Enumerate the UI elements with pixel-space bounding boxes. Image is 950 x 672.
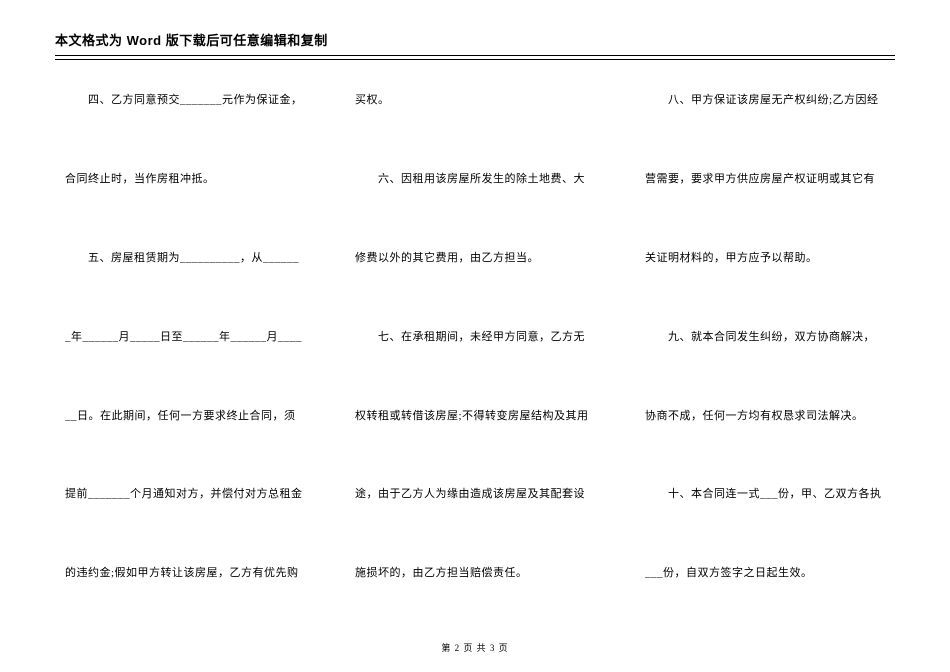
page-header: 本文格式为 Word 版下载后可任意编辑和复制 bbox=[55, 30, 895, 56]
text-line: 修费以外的其它费用，由乙方担当。 bbox=[355, 248, 595, 269]
text-line: 施损坏的，由乙方担当赔偿责任。 bbox=[355, 563, 595, 584]
header-underline bbox=[55, 59, 895, 60]
page-number: 第 2 页 共 3 页 bbox=[441, 643, 508, 653]
text-line: 五、房屋租赁期为__________，从______ bbox=[65, 248, 305, 269]
header-title: 本文格式为 Word 版下载后可任意编辑和复制 bbox=[55, 33, 328, 48]
text-line: __日。在此期间，任何一方要求终止合同，须 bbox=[65, 406, 305, 427]
text-line: 合同终止时，当作房租冲抵。 bbox=[65, 169, 305, 190]
text-line: 营需要，要求甲方供应房屋产权证明或其它有 bbox=[645, 169, 885, 190]
text-line: 四、乙方同意预交_______元作为保证金， bbox=[65, 90, 305, 111]
text-line: 协商不成，任何一方均有权恳求司法解决。 bbox=[645, 406, 885, 427]
text-line: 六、因租用该房屋所发生的除土地费、大 bbox=[355, 169, 595, 190]
text-line: 七、在承租期间，未经甲方同意，乙方无 bbox=[355, 327, 595, 348]
text-line: 买权。 bbox=[355, 90, 595, 111]
column-1: 四、乙方同意预交_______元作为保证金， 合同终止时，当作房租冲抵。 五、房… bbox=[65, 90, 305, 584]
text-line: 八、甲方保证该房屋无产权纠纷;乙方因经 bbox=[645, 90, 885, 111]
text-line: 十、本合同连一式___份，甲、乙双方各执 bbox=[645, 484, 885, 505]
column-2: 买权。 六、因租用该房屋所发生的除土地费、大 修费以外的其它费用，由乙方担当。 … bbox=[355, 90, 595, 584]
document-body: 四、乙方同意预交_______元作为保证金， 合同终止时，当作房租冲抵。 五、房… bbox=[55, 90, 895, 584]
column-3: 八、甲方保证该房屋无产权纠纷;乙方因经 营需要，要求甲方供应房屋产权证明或其它有… bbox=[645, 90, 885, 584]
text-line: 途，由于乙方人为缘由造成该房屋及其配套设 bbox=[355, 484, 595, 505]
page-footer: 第 2 页 共 3 页 bbox=[0, 641, 950, 654]
text-line: 提前_______个月通知对方，并偿付对方总租金 bbox=[65, 484, 305, 505]
text-line: 九、就本合同发生纠纷，双方协商解决， bbox=[645, 327, 885, 348]
text-line: _年______月_____日至______年______月____ bbox=[65, 327, 305, 348]
text-line: ___份，自双方签字之日起生效。 bbox=[645, 563, 885, 584]
text-line: 的违约金;假如甲方转让该房屋，乙方有优先购 bbox=[65, 563, 305, 584]
text-line: 关证明材料的，甲方应予以帮助。 bbox=[645, 248, 885, 269]
text-line: 权转租或转借该房屋;不得转变房屋结构及其用 bbox=[355, 406, 595, 427]
